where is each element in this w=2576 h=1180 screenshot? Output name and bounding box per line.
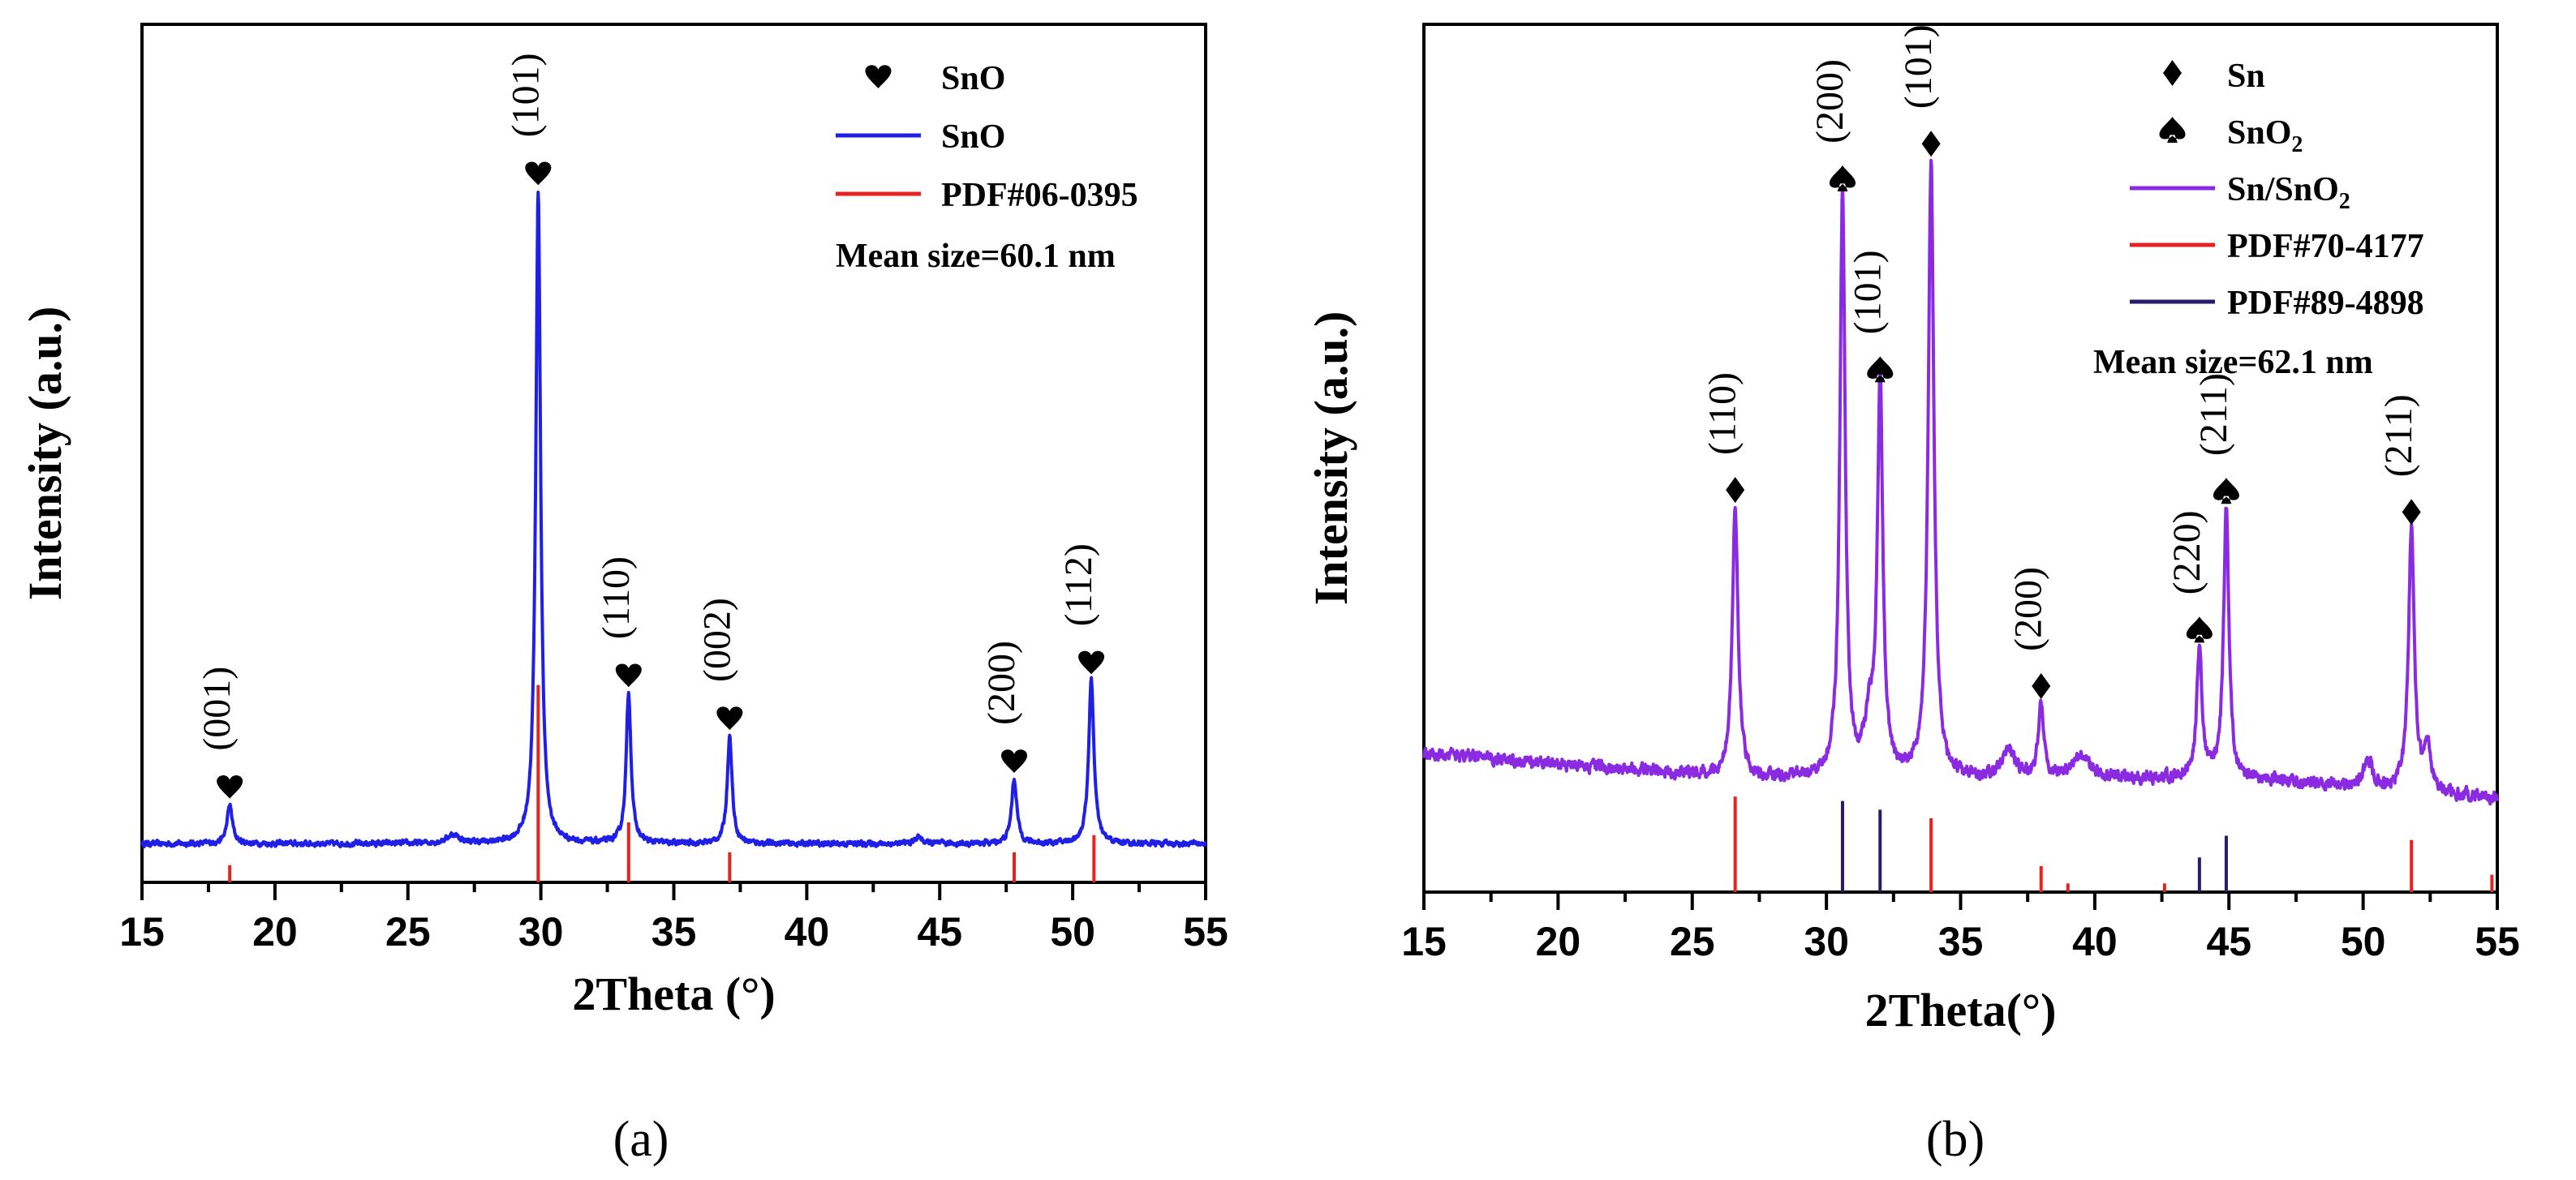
legend-label: SnO [941, 60, 1005, 97]
peak-label: (200) [1808, 59, 1851, 144]
spade-icon [2213, 478, 2239, 504]
x-tick-label: 45 [2206, 919, 2251, 964]
diamond-icon [1726, 477, 1745, 504]
x-tick-label: 35 [652, 909, 697, 955]
diamond-icon [2032, 672, 2051, 699]
x-tick-label: 50 [2341, 919, 2386, 964]
x-axis-label: 2Theta (°) [572, 968, 775, 1020]
heart-icon [615, 663, 642, 688]
legend-subscript: 2 [2291, 132, 2303, 157]
plot-frame [140, 23, 1207, 884]
legend-label: Sn [2227, 58, 2265, 95]
x-tick-label: 25 [385, 909, 431, 955]
y-axis-label: Intensity (a.u.) [19, 307, 71, 601]
x-tick-label: 20 [252, 909, 298, 955]
peak-label: (110) [1701, 372, 1744, 455]
spade-icon [2159, 117, 2186, 143]
peak-label: (101) [1846, 250, 1889, 334]
heart-icon [1078, 650, 1105, 675]
chart-panel-a: 15 20 25 30 35 40 45 50 55 2Theta (°) Intensity (a… [19, 23, 1228, 1167]
spade-icon [1867, 356, 1894, 383]
pattern-line-SnO [140, 191, 1207, 849]
chart-panel-b: 15 20 25 30 35 40 45 50 55 2Theta(°) Intensity (a.… [1305, 23, 2520, 1167]
mean-size-annotation: Mean size=62.1 nm [2093, 344, 2373, 381]
mean-size-annotation: Mean size=60.1 nm [836, 238, 1116, 275]
panel-label: (a) [613, 1112, 669, 1167]
peak-label: (200) [980, 641, 1023, 725]
peak-label: (220) [2165, 510, 2208, 594]
heart-icon [525, 161, 552, 186]
panel-label: (b) [1926, 1112, 1985, 1167]
x-axis-label: 2Theta(°) [1865, 984, 2057, 1036]
legend-label: PDF#70-4177 [2227, 228, 2424, 265]
x-tick-label: 40 [785, 909, 830, 955]
peak-label: (101) [1897, 24, 1940, 109]
x-tick-label: 20 [1536, 919, 1581, 964]
peak-label: (002) [695, 598, 738, 682]
heart-icon [865, 65, 892, 88]
peak-label: (112) [1057, 543, 1100, 626]
peak-label: (200) [2007, 567, 2050, 651]
x-tick-label: 15 [119, 909, 165, 955]
x-tick-label: 45 [917, 909, 962, 955]
spade-icon [1829, 165, 1856, 191]
peak-label: (001) [196, 667, 239, 751]
legend-label: PDF#89-4898 [2227, 285, 2424, 322]
heart-icon [217, 775, 243, 799]
x-tick-label: 35 [1938, 919, 1984, 964]
x-tick-label: 30 [518, 909, 564, 955]
peak-label: (110) [595, 556, 638, 639]
x-tick-label: 30 [1804, 919, 1849, 964]
peak-label: (211) [2192, 373, 2235, 456]
peak-label: (101) [504, 53, 547, 137]
legend-subscript: 2 [2339, 189, 2350, 214]
x-tick-label: 15 [1401, 919, 1447, 964]
heart-icon [1001, 749, 1028, 774]
x-tick-label: 25 [1670, 919, 1715, 964]
x-tick-label: 40 [2072, 919, 2118, 964]
diamond-icon [2162, 60, 2183, 86]
legend-label: SnO [941, 118, 1005, 156]
diamond-icon [1921, 131, 1941, 157]
peak-label: (211) [2377, 394, 2420, 477]
x-tick-label: 55 [1183, 909, 1228, 955]
diamond-icon [2402, 499, 2421, 526]
legend-label: PDF#06-0395 [941, 177, 1138, 214]
heart-icon [716, 706, 743, 731]
legend-label: Sn/SnO2 [2227, 171, 2350, 214]
spade-icon [2186, 616, 2213, 643]
y-axis-label: Intensity (a.u.) [1305, 311, 1357, 606]
x-tick-label: 50 [1050, 909, 1095, 955]
legend-label: SnO2 [2227, 114, 2303, 157]
pattern-line-Sn/SnO2 [1422, 158, 2499, 806]
x-tick-label: 55 [2475, 919, 2520, 964]
